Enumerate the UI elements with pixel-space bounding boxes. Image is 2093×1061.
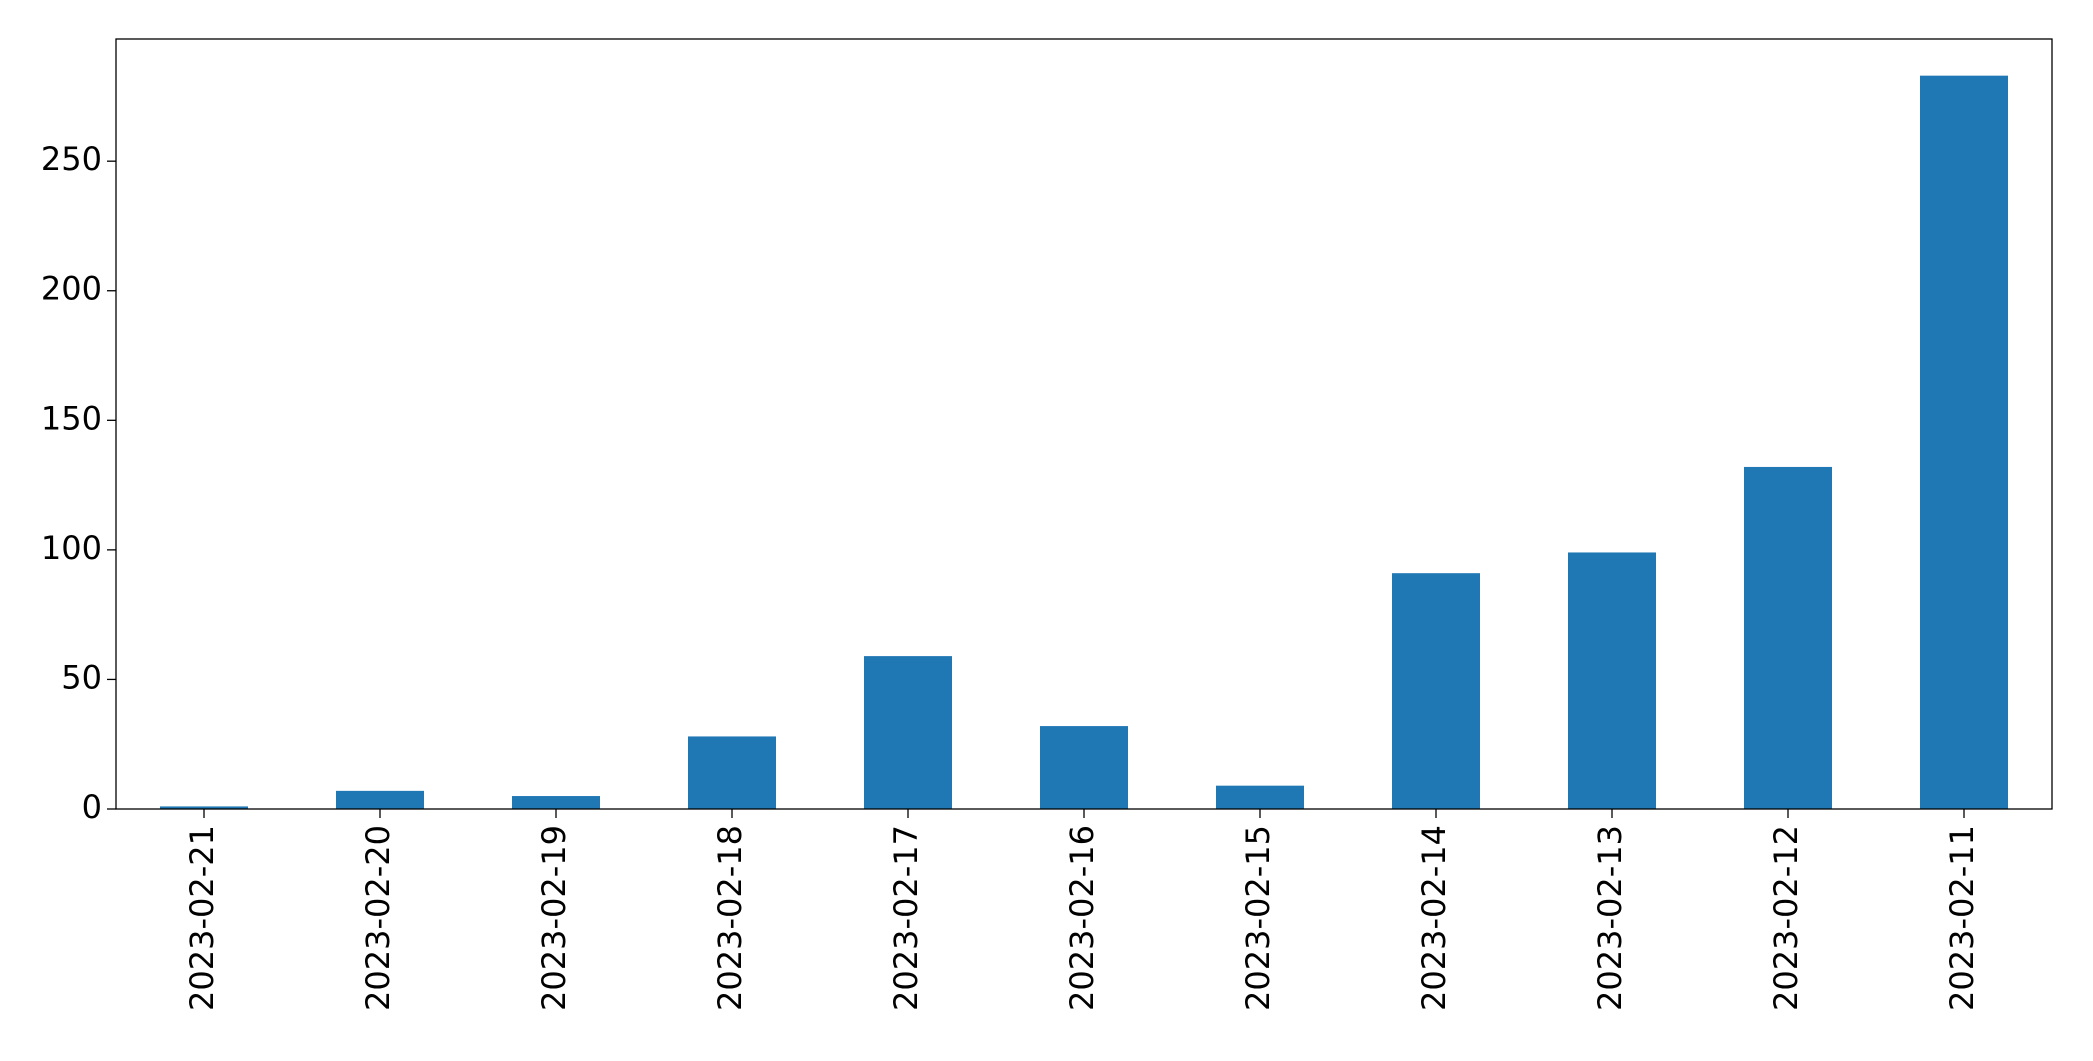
plot-frame [115, 38, 2053, 810]
bar [1216, 785, 1304, 809]
x-tick-label: 2023-02-16 [1063, 825, 1101, 1011]
x-tick-label: 2023-02-19 [535, 825, 573, 1011]
bar [1040, 726, 1128, 809]
bar [1392, 573, 1480, 809]
bar [336, 790, 424, 809]
bar [160, 806, 248, 809]
y-tick-label: 150 [41, 399, 102, 437]
bar [1920, 75, 2008, 809]
x-tick-label: 2023-02-15 [1239, 825, 1277, 1011]
x-tick-label: 2023-02-20 [359, 825, 397, 1011]
y-tick-label: 0 [82, 788, 102, 826]
x-tick-label: 2023-02-13 [1591, 825, 1629, 1011]
x-tick-label: 2023-02-17 [887, 825, 925, 1011]
y-tick-label: 200 [41, 270, 102, 308]
bar [688, 736, 776, 809]
x-tick-label: 2023-02-18 [711, 825, 749, 1011]
bar [1744, 466, 1832, 809]
y-tick-label: 250 [41, 140, 102, 178]
y-tick-label: 100 [41, 529, 102, 567]
bar [864, 656, 952, 809]
x-tick-label: 2023-02-21 [183, 825, 221, 1011]
y-tick-label: 50 [61, 658, 102, 696]
x-tick-label: 2023-02-11 [1943, 825, 1981, 1011]
bar [512, 796, 600, 809]
x-tick-label: 2023-02-14 [1415, 825, 1453, 1011]
x-tick-label: 2023-02-12 [1767, 825, 1805, 1011]
bar [1568, 552, 1656, 809]
